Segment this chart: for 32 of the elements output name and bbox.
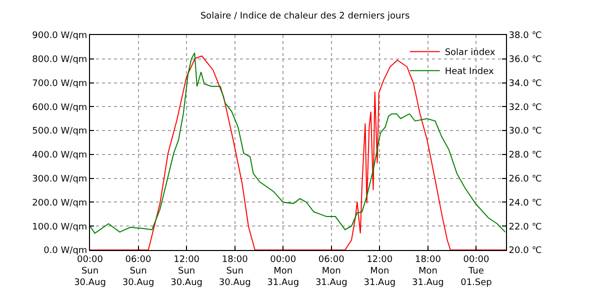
x-tick-label: 00:00 Tue 01.Sep (460, 254, 492, 288)
y2-tick-label: 28.0 ℃ (508, 150, 542, 161)
y2-tick-label: 20.0 ℃ (508, 246, 542, 256)
y2-tick-label: 22.0 ℃ (508, 222, 542, 232)
y2-tick-label: 34.0 ℃ (508, 78, 542, 89)
legend-label: Heat Index (444, 67, 494, 78)
y2-tick-label: 32.0 ℃ (508, 102, 542, 113)
y-tick-label: 0.0 W/qm (44, 246, 88, 256)
x-tick-label: 18:00 Mon 31.Aug (412, 254, 444, 288)
y2-tick-label: 30.0 ℃ (508, 126, 542, 137)
x-tick-label: 12:00 Sun 30.Aug (170, 254, 203, 288)
chart-title: Solaire / Indice de chaleur des 2 derniers jours (200, 11, 410, 22)
y-tick-label: 500.0 W/qm (32, 126, 88, 137)
y-tick-label: 400.0 W/qm (32, 150, 88, 161)
x-tick-label: 06:00 Sun 30.Aug (122, 254, 154, 288)
y-tick-label: 200.0 W/qm (32, 198, 88, 208)
y2-tick-label: 36.0 ℃ (508, 55, 542, 66)
y2-tick-label: 38.0 ℃ (508, 31, 542, 42)
y-tick-label: 300.0 W/qm (32, 174, 88, 184)
x-tick-label: 06:00 Mon 31.Aug (315, 254, 348, 288)
y-tick-label: 900.0 W/qm (32, 31, 88, 42)
y-tick-label: 800.0 W/qm (32, 55, 88, 66)
y-tick-label: 100.0 W/qm (32, 222, 88, 232)
x-tick-label: 18:00 Sun 30.Aug (218, 254, 251, 288)
x-tick-label: 12:00 Mon 31.Aug (364, 254, 396, 288)
x-tick-label: 00:00 Mon 31.Aug (267, 254, 300, 288)
y-tick-label: 600.0 W/qm (32, 102, 88, 113)
y2-tick-label: 26.0 ℃ (508, 174, 542, 184)
x-tick-label: 00:00 Sun 30.Aug (74, 254, 106, 288)
y2-tick-label: 24.0 ℃ (508, 198, 542, 208)
y-tick-label: 700.0 W/qm (32, 78, 88, 89)
legend-label: Solar index (444, 48, 496, 58)
